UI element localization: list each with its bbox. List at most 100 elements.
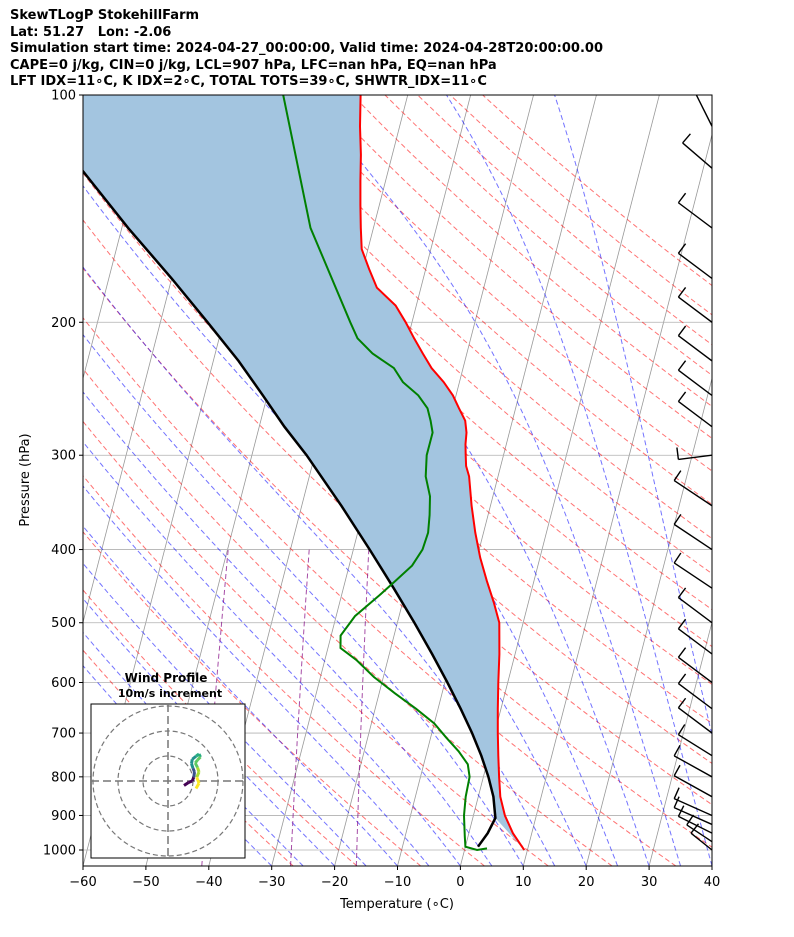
parcel-profile-line: [83, 169, 497, 848]
wind-barb-shaft: [677, 335, 712, 362]
x-tick-label: 20: [578, 875, 595, 890]
moist-adiabat-line: [88, 95, 619, 866]
dry-adiabat-line: [83, 368, 613, 866]
wind-barbs: [673, 87, 712, 851]
hodograph-segment: [193, 762, 199, 769]
wind-barb-flag: [677, 243, 687, 254]
isotherm-line: [83, 95, 157, 381]
moist-adiabat-line: [83, 333, 524, 866]
dry-adiabat-line: [83, 589, 358, 866]
dry-adiabat-line: [83, 531, 422, 866]
x-tick-label: −50: [132, 875, 159, 890]
wind-barb-shaft: [677, 707, 712, 734]
wind-barb-shaft: [677, 296, 712, 323]
header-title: SkewTLogP StokehillFarm: [10, 8, 200, 23]
wind-barb-shaft: [678, 734, 712, 757]
isotherm-line: [83, 95, 94, 137]
dry-adiabat-line: [83, 219, 712, 806]
wind-barb-flag: [673, 745, 681, 757]
x-tick-label: −20: [321, 875, 348, 890]
moist-adiabat-line: [83, 185, 587, 866]
wind-barb-shaft: [690, 832, 712, 851]
dewpoint-line: [282, 95, 488, 852]
y-tick-label: 500: [51, 616, 76, 631]
y-tick-label: 300: [51, 449, 76, 464]
wind-barb-flag: [677, 287, 687, 298]
dry-adiabat-line: [83, 316, 677, 866]
dry-adiabat-line: [449, 95, 712, 316]
y-tick-label: 200: [51, 316, 76, 331]
moist-adiabat-line: [554, 95, 712, 738]
wind-barb-flag: [677, 618, 687, 630]
x-axis-ticks: −60 −50 −40 −30 −20 −10 0 10 20 30 40: [69, 866, 720, 890]
isotherm-line: [522, 133, 712, 866]
inset-subtitle: 10m/s increment: [118, 687, 222, 700]
wind-barb-shaft: [677, 656, 712, 684]
x-axis-label: Temperature (∘C): [339, 897, 454, 912]
y-axis-label: Pressure (hPa): [18, 433, 33, 526]
dry-adiabat-line: [254, 95, 712, 506]
isotherm-line: [711, 864, 712, 866]
hodograph-segment: [194, 759, 199, 764]
x-tick-label: 0: [456, 875, 464, 890]
temperature-line: [358, 95, 526, 851]
moist-adiabat-line: [303, 95, 681, 866]
hodograph-segment: [194, 782, 201, 790]
hodograph-segment: [190, 763, 195, 769]
wind-barb-shaft: [677, 369, 712, 397]
wind-barb-flag: [686, 814, 695, 826]
moist-adiabat-line: [83, 525, 398, 866]
wind-barb-flag: [677, 587, 687, 598]
isotherm-line: [585, 376, 712, 866]
wind-barb-shaft: [673, 775, 712, 798]
hodograph-segment: [190, 759, 194, 764]
header-indices-2: LFT IDX=11∘C, K IDX=2∘C, TOTAL TOTS=39∘C…: [10, 74, 487, 89]
wind-barb-shaft: [673, 523, 712, 551]
wind-barb-flag: [677, 697, 687, 709]
dry-adiabat-line: [417, 95, 712, 346]
x-tick-label: 10: [515, 875, 532, 890]
wind-barb-flag: [673, 764, 681, 777]
y-tick-label: 400: [51, 543, 76, 558]
hodograph-segment: [187, 779, 193, 784]
wind-barb-flag: [677, 724, 686, 736]
y-tick-label: 100: [51, 89, 76, 104]
hodograph-segment: [197, 753, 202, 758]
mixing-ratio-line: [355, 549, 370, 866]
x-tick-label: −40: [195, 875, 222, 890]
y-axis-ticks: 100 200 300 400 500 600 700 800 900 1000: [43, 89, 83, 859]
hodograph-segment: [191, 755, 197, 761]
wind-barb-flag: [677, 391, 687, 402]
wind-profile-inset: Wind Profile 10m/s increment: [90, 671, 246, 859]
wind-barb-flag: [673, 796, 680, 808]
moist-adiabat-line: [83, 266, 556, 866]
inset-title: Wind Profile: [125, 671, 208, 685]
x-tick-label: −30: [258, 875, 285, 890]
hodograph-segment: [196, 767, 201, 773]
wind-barb-flag: [677, 647, 687, 658]
hodograph-segment: [192, 771, 196, 778]
x-tick-label: 40: [704, 875, 721, 890]
wind-barb-shaft: [673, 562, 712, 589]
y-tick-label: 900: [51, 809, 76, 824]
x-tick-label: −10: [384, 875, 411, 890]
hodograph: [91, 704, 245, 858]
y-tick-label: 600: [51, 676, 76, 691]
isotherm-line: [648, 620, 712, 866]
dry-adiabat-line: [286, 95, 712, 472]
cape-shading: [83, 95, 525, 850]
header-indices-1: CAPE=0 j/kg, CIN=0 j/kg, LCL=907 hPa, LF…: [10, 57, 497, 73]
moist-adiabat-line: [446, 95, 712, 866]
dry-adiabat-line: [83, 420, 549, 866]
y-tick-label: 700: [51, 727, 76, 742]
wind-barb-shaft: [673, 755, 712, 778]
dry-adiabat-line: [319, 95, 712, 439]
wind-barb-flag: [682, 133, 691, 144]
instability-shading: [83, 95, 525, 850]
wind-barb-shaft: [678, 454, 712, 461]
hodograph-segment: [190, 776, 196, 782]
wind-barb-flag: [695, 87, 706, 92]
wind-barb-shaft: [677, 682, 712, 710]
moist-adiabat-line: [83, 391, 493, 866]
